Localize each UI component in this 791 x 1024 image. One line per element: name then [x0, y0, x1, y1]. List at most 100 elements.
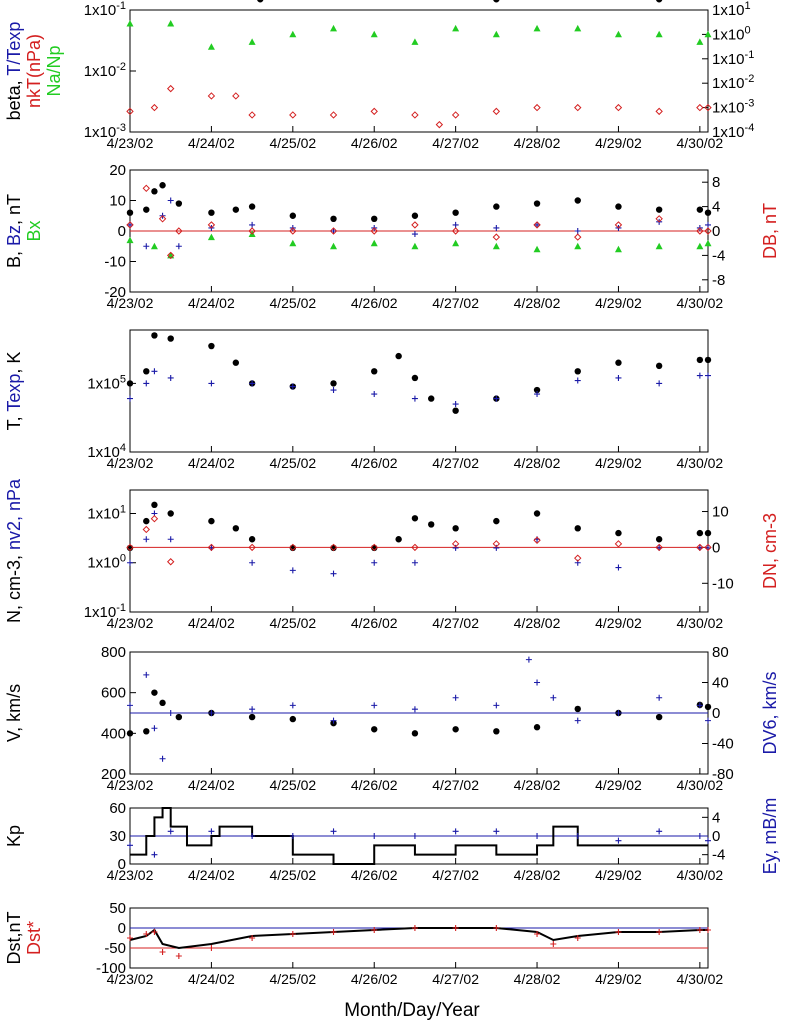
y2-axis-label-part: DV6, km/s: [760, 671, 780, 754]
x-tick-label: 4/29/02: [595, 295, 642, 311]
y-tick-label-base: 1x10: [84, 604, 117, 621]
x-tick-label: 4/24/02: [188, 295, 235, 311]
data-point: [655, 107, 663, 116]
y-tick-label-exp: -3: [116, 122, 126, 134]
y-tick-label-exp: -2: [116, 61, 126, 73]
y2-tick-label-base: 1x10: [712, 2, 745, 19]
data-point: [655, 30, 663, 38]
y2-tick-label: 40: [712, 675, 729, 692]
y-axis-label-2: Dst*: [24, 921, 44, 955]
data-point: [493, 517, 500, 525]
data-point: [395, 352, 402, 360]
data-point: [614, 540, 623, 548]
data-point: [151, 368, 158, 375]
data-point: [655, 713, 663, 721]
data-point: [533, 103, 541, 112]
panel-field: -20 -10 0 10 20 -8 -4 0 4 8 4/23/02 4/24/02 4/25/02 4…: [4, 162, 780, 311]
y2-tick-label: 0: [712, 828, 720, 845]
data-point: [615, 564, 622, 571]
data-point: [452, 401, 459, 408]
y-axis-label-part: B,: [4, 246, 24, 268]
data-point: [525, 656, 532, 663]
data-point: [167, 828, 174, 835]
data-point: [696, 372, 703, 379]
series-kp-0: [130, 807, 708, 865]
data-point: [232, 525, 240, 532]
data-point: [704, 703, 712, 711]
y2-tick-label-base: 1x10: [712, 124, 745, 141]
data-point: [167, 197, 174, 204]
x-tick-label: 4/23/02: [107, 867, 154, 883]
data-point: [329, 543, 338, 552]
x-tick-label: 4/24/02: [188, 971, 235, 987]
series-temperature-1: [127, 368, 711, 408]
series-density-2: [126, 514, 712, 566]
x-tick-label: 4/26/02: [351, 777, 398, 793]
y2-axis-label-part: DB, nT: [760, 203, 780, 259]
data-point: [370, 239, 378, 247]
data-point: [371, 927, 378, 933]
data-point: [452, 694, 459, 701]
data-point: [208, 828, 215, 835]
x-tick-label: 4/28/02: [514, 615, 561, 631]
data-point: [143, 536, 150, 543]
series-dst-0: [129, 927, 708, 950]
y2-tick-label: 80: [712, 644, 729, 661]
data-point: [705, 837, 711, 844]
series-beta-2: [126, 20, 712, 50]
y2-tick-label: 0: [712, 705, 720, 722]
data-point: [126, 107, 134, 116]
y2-tick-label: 0: [712, 539, 720, 556]
y-tick-label-base: 1x10: [84, 63, 117, 80]
data-point: [411, 374, 419, 382]
data-point: [159, 755, 166, 762]
data-point: [493, 0, 500, 3]
data-point: [614, 103, 623, 112]
data-point: [289, 383, 296, 390]
data-point: [371, 833, 378, 839]
x-tick-label: 4/29/02: [595, 455, 642, 471]
y-axis-label-part: , nT: [4, 194, 24, 225]
data-point: [451, 540, 460, 548]
data-point: [574, 197, 581, 204]
data-point: [574, 242, 582, 250]
y-tick-label: -100: [96, 960, 126, 977]
panel-frame: [129, 329, 709, 453]
y2-tick-label: -8: [712, 272, 725, 289]
data-point: [208, 517, 215, 525]
y2-tick-label: 1x10-2: [712, 73, 754, 92]
series-kp-1: [127, 828, 711, 858]
data-point: [370, 543, 378, 552]
data-point: [696, 103, 704, 112]
y-tick-label-exp: 4: [120, 442, 126, 454]
x-tick-label: 4/26/02: [351, 295, 398, 311]
data-point: [330, 380, 337, 387]
data-point: [435, 120, 444, 129]
data-point: [614, 221, 623, 229]
data-point: [248, 543, 256, 552]
x-tick-label: 4/30/02: [676, 867, 723, 883]
data-point: [550, 941, 557, 947]
data-point: [370, 30, 378, 38]
y2-tick-label-exp: 1: [745, 0, 751, 12]
y2-tick-label: 4: [712, 199, 720, 216]
data-point: [705, 221, 711, 228]
series-beta-3: [126, 84, 712, 129]
data-point: [330, 387, 337, 394]
data-point: [705, 717, 711, 724]
panel-dst: -100 -50 0 50 4/23/02 4/24/02 4/25/02 4/26/02 4/…: [4, 900, 723, 987]
y-tick-label: 1x100: [87, 553, 126, 572]
x-tick-label: 4/27/02: [432, 455, 479, 471]
data-point: [615, 359, 622, 366]
x-tick-label: 4/24/02: [188, 777, 235, 793]
data-point: [696, 242, 704, 250]
x-tick-label: 4/30/02: [676, 615, 723, 631]
x-tick-label: 4/29/02: [595, 135, 642, 151]
data-point: [533, 200, 541, 207]
data-point: [248, 203, 256, 210]
data-point: [452, 828, 459, 835]
y2-tick-label-base: 1x10: [712, 26, 745, 43]
data-point: [615, 374, 622, 381]
